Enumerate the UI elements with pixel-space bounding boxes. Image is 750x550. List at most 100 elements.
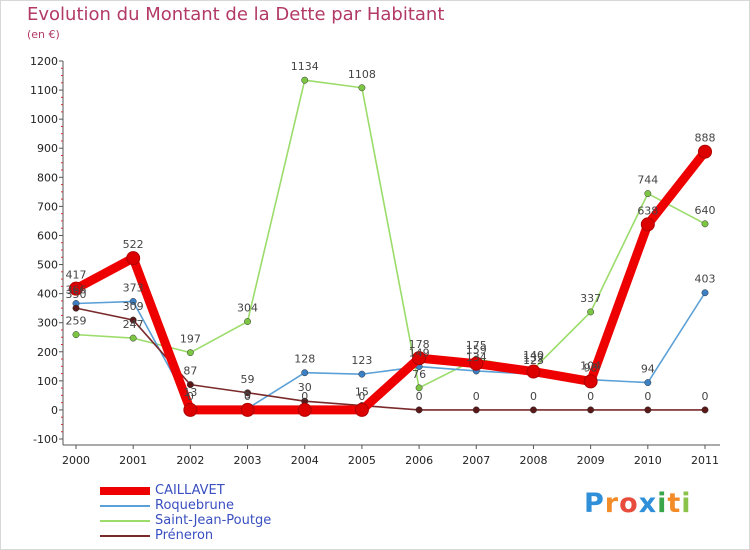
data-point-caillavet <box>240 402 255 417</box>
y-tick-label: 1000 <box>30 113 58 126</box>
logo-letter: i <box>657 488 668 519</box>
data-label-caillavet: 0 <box>358 390 365 403</box>
data-point-saint-jean-poutge <box>644 190 652 198</box>
legend-label: CAILLAVET <box>155 483 225 498</box>
line-chart: -100010020030040050060070080090010001100… <box>30 55 720 467</box>
data-label-caillavet: 132 <box>523 352 544 365</box>
chart-data-labels: 417 522 0 0 0 0 178 159 132 98 638 888 366 373 13 5 128 1… <box>66 60 716 403</box>
data-label-preneron: 350 <box>66 288 87 301</box>
logo-letter: t <box>667 488 682 519</box>
data-label-caillavet: 159 <box>466 344 487 357</box>
x-tick-label: 2003 <box>234 454 262 467</box>
data-label-preneron: 0 <box>416 390 423 403</box>
y-tick-label: 0 <box>51 404 58 417</box>
data-point-preneron <box>587 406 595 414</box>
legend-swatch <box>100 520 150 522</box>
x-tick-label: 2008 <box>519 454 547 467</box>
data-label-caillavet: 178 <box>409 338 430 351</box>
data-point-preneron <box>644 406 652 414</box>
data-label-roquebrune: 403 <box>695 273 716 286</box>
x-tick-label: 2006 <box>405 454 433 467</box>
data-point-caillavet <box>698 144 712 159</box>
data-label-saint-jean-poutge: 76 <box>412 368 426 381</box>
data-label-saint-jean-poutge: 140 <box>523 349 544 362</box>
logo-letter: P <box>584 488 605 519</box>
data-label-saint-jean-poutge: 304 <box>237 302 258 315</box>
y-tick-label: 200 <box>37 346 58 359</box>
data-label-roquebrune: 128 <box>294 353 315 366</box>
data-point-preneron <box>129 316 137 324</box>
data-label-saint-jean-poutge: 1134 <box>291 60 319 73</box>
data-label-caillavet: 0 <box>187 390 194 403</box>
data-point-saint-jean-poutge <box>129 334 137 342</box>
data-label-preneron: 0 <box>702 390 709 403</box>
data-label-caillavet: 638 <box>637 204 658 217</box>
y-tick-label: 600 <box>37 229 58 242</box>
data-point-caillavet <box>469 356 484 371</box>
data-label-saint-jean-poutge: 197 <box>180 333 201 346</box>
data-point-caillavet <box>297 402 312 417</box>
y-tick-label: 300 <box>37 317 58 330</box>
legend-label: Roquebrune <box>155 498 234 513</box>
data-point-preneron <box>244 389 251 397</box>
data-point-preneron <box>472 406 480 414</box>
logo-letter: o <box>619 488 639 519</box>
data-label-roquebrune: 366 <box>66 284 87 297</box>
data-label-caillavet: 522 <box>123 238 144 251</box>
series-line-caillavet <box>71 147 710 415</box>
legend-swatch <box>100 535 150 537</box>
data-point-roquebrune <box>701 289 709 297</box>
data-point-caillavet <box>183 402 198 417</box>
data-label-caillavet: 888 <box>695 132 716 145</box>
y-tick-label: 400 <box>37 288 58 301</box>
data-point-preneron <box>530 406 537 414</box>
data-point-saint-jean-poutge <box>701 220 709 228</box>
data-point-saint-jean-poutge <box>358 84 366 92</box>
chart-title: Evolution du Montant de la Dette par Hab… <box>27 4 445 25</box>
data-point-preneron <box>186 381 194 389</box>
data-label-roquebrune: 104 <box>580 360 601 373</box>
chart-series <box>69 76 712 417</box>
legend-label: Saint-Jean-Poutge <box>155 513 272 528</box>
data-label-roquebrune: 149 <box>409 347 430 360</box>
data-label-preneron: 15 <box>355 386 369 399</box>
x-tick-label: 2002 <box>176 454 204 467</box>
data-label-saint-jean-poutge: 1108 <box>348 68 376 81</box>
x-tick-label: 2011 <box>691 454 719 467</box>
data-label-roquebrune: 134 <box>466 351 487 364</box>
legend-swatch <box>100 487 150 495</box>
y-tick-label: 1200 <box>30 55 58 68</box>
data-point-caillavet <box>526 364 541 379</box>
data-point-caillavet <box>583 374 598 389</box>
data-label-roquebrune: 373 <box>123 281 144 294</box>
logo-letter: x <box>638 488 658 519</box>
data-label-roquebrune: 5 <box>244 388 251 401</box>
data-label-preneron: 59 <box>241 373 255 386</box>
data-label-saint-jean-poutge: 247 <box>123 318 144 331</box>
data-point-roquebrune <box>358 370 366 378</box>
data-label-caillavet: 417 <box>66 269 87 282</box>
y-tick-label: -100 <box>33 433 58 446</box>
data-point-preneron <box>72 304 80 312</box>
data-point-saint-jean-poutge <box>301 76 309 84</box>
logo-letter: i <box>681 488 692 519</box>
data-label-saint-jean-poutge: 640 <box>695 204 716 217</box>
data-point-caillavet <box>69 281 83 296</box>
data-label-saint-jean-poutge: 259 <box>66 315 87 328</box>
legend-label: Préneron <box>155 528 214 543</box>
data-label-preneron: 87 <box>183 365 197 378</box>
chart-axes: -100010020030040050060070080090010001100… <box>30 55 720 467</box>
chart-subtitle: (en €) <box>27 28 60 41</box>
data-point-roquebrune <box>129 298 137 305</box>
y-tick-label: 1100 <box>30 84 58 97</box>
data-point-saint-jean-poutge <box>72 331 80 339</box>
data-label-preneron: 309 <box>123 300 144 313</box>
data-label-saint-jean-poutge: 337 <box>580 292 601 305</box>
x-tick-label: 2000 <box>62 454 90 467</box>
y-tick-label: 500 <box>37 259 58 272</box>
data-label-saint-jean-poutge: 744 <box>637 174 658 187</box>
x-tick-label: 2007 <box>462 454 490 467</box>
x-tick-label: 2005 <box>348 454 376 467</box>
data-label-roquebrune: 123 <box>351 354 372 367</box>
data-label-preneron: 0 <box>473 390 480 403</box>
